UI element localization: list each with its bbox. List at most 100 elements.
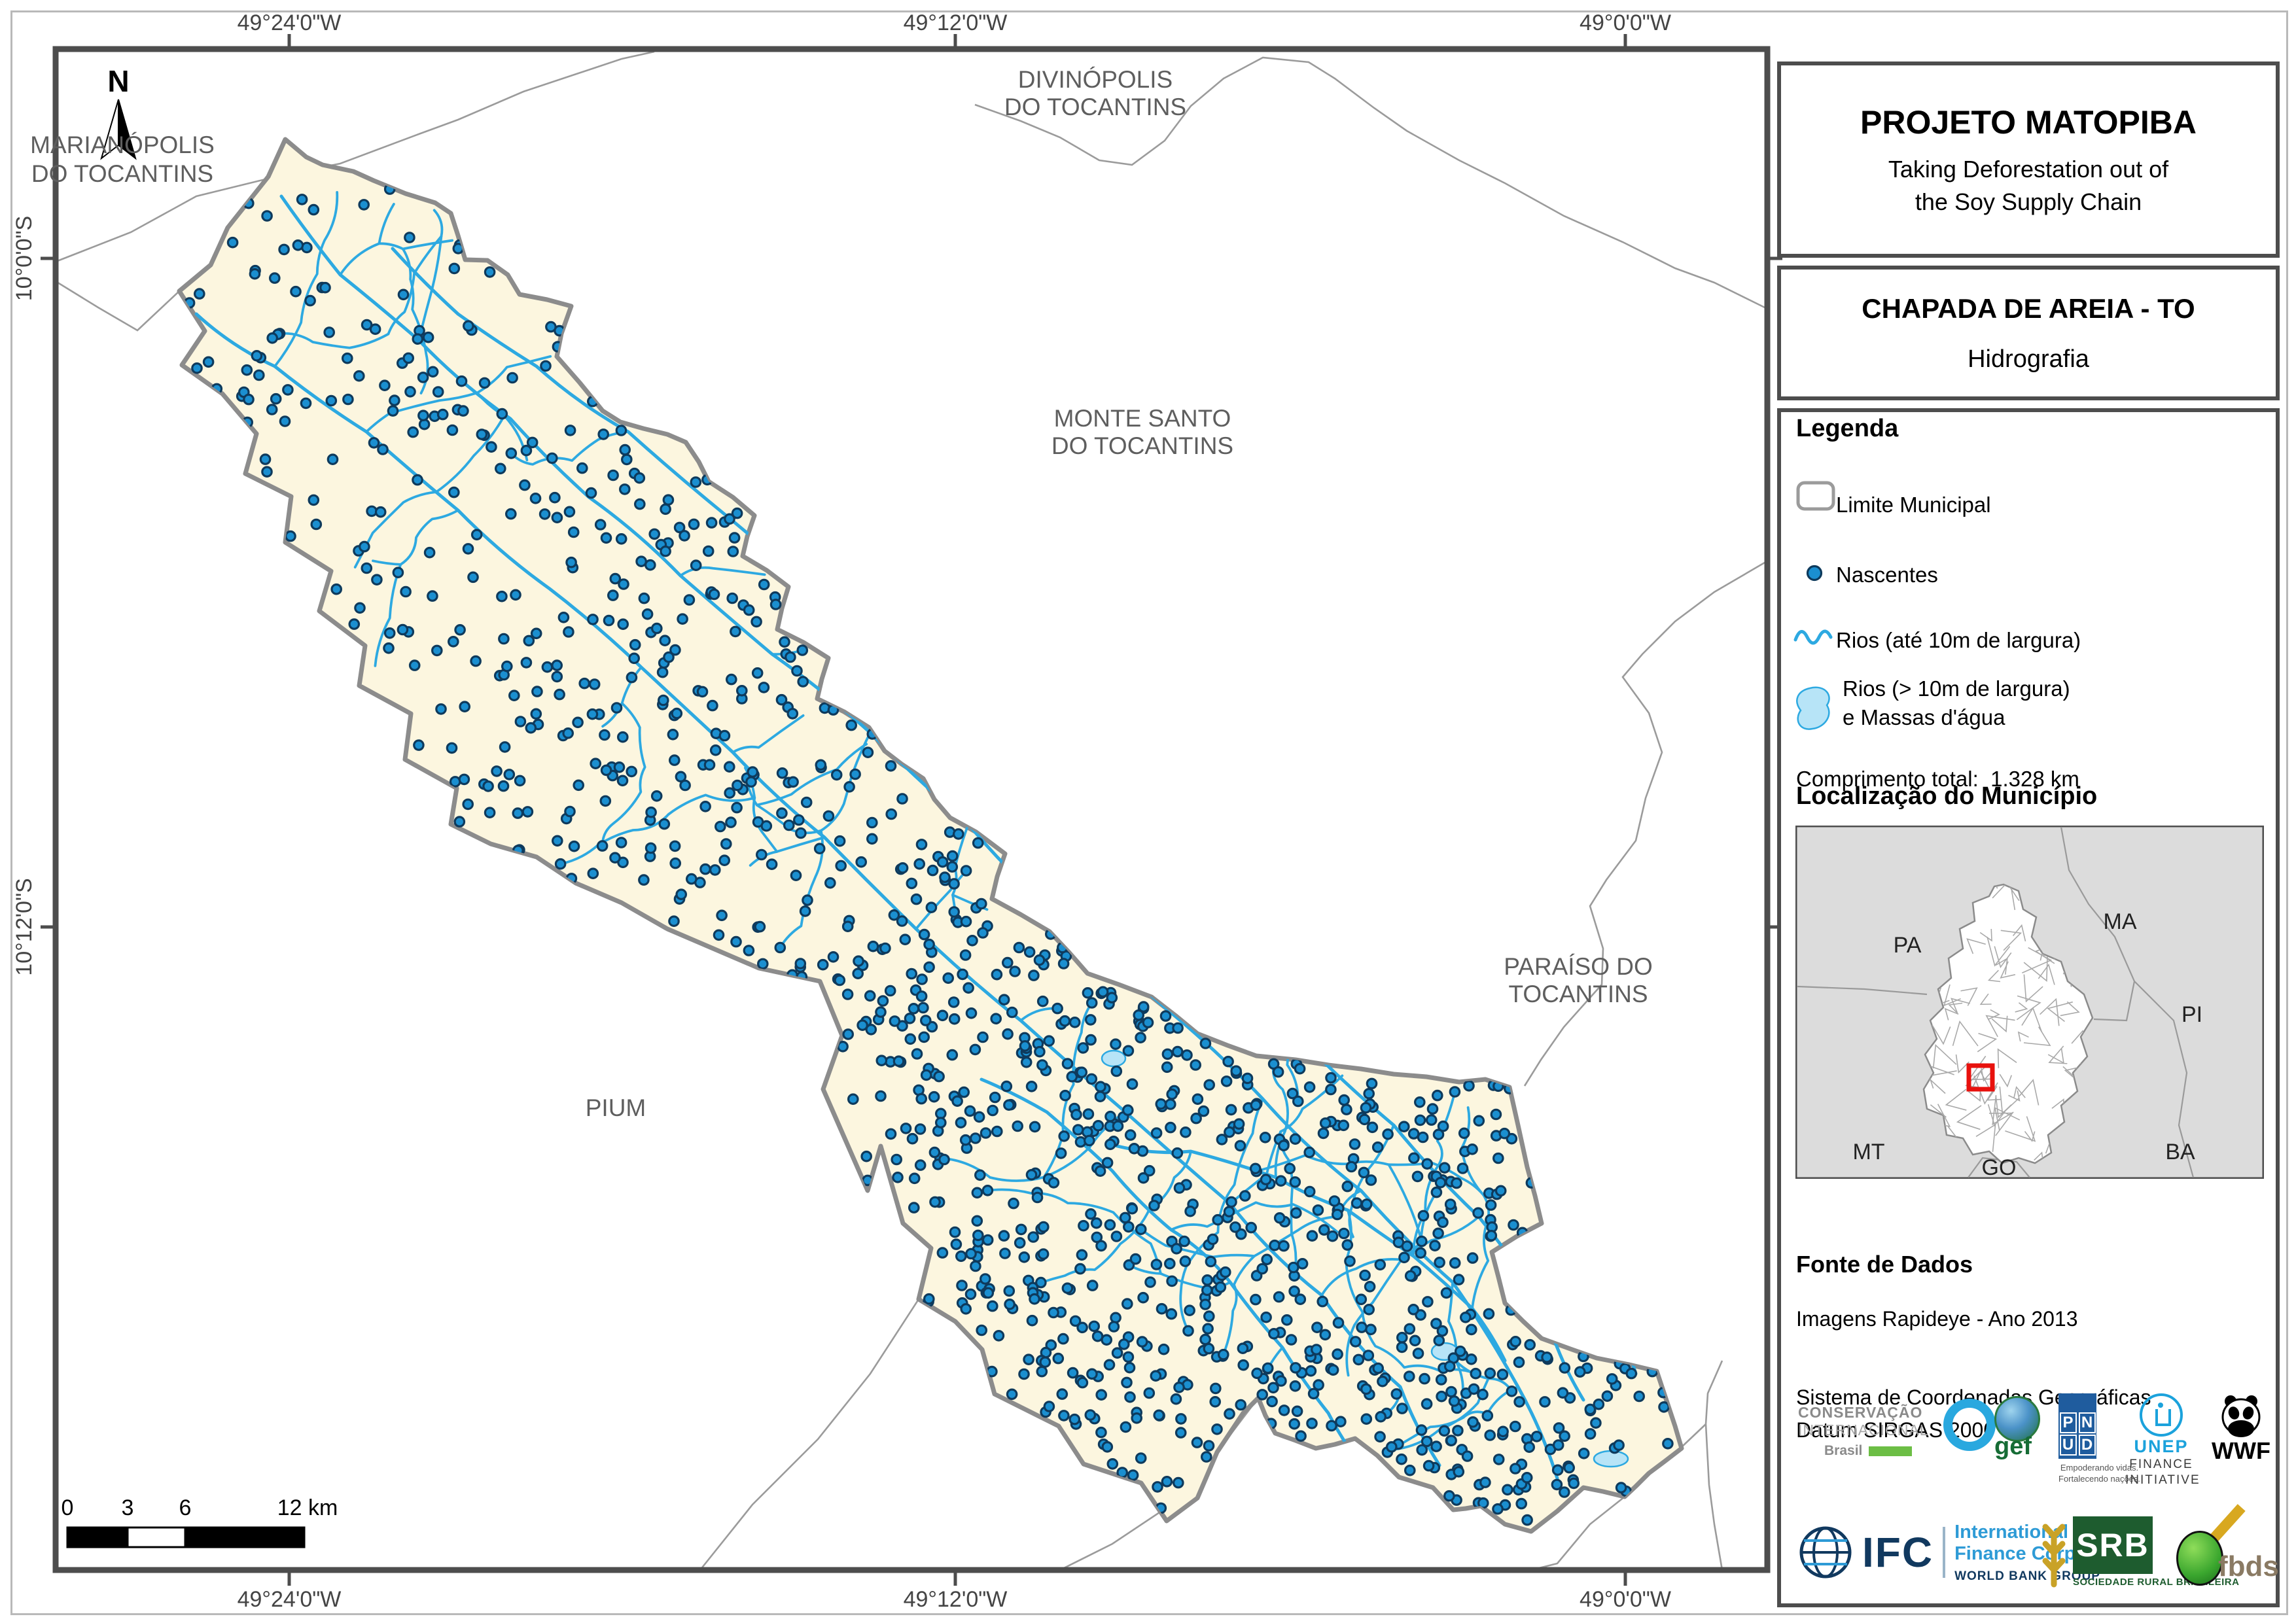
north-arrow-icon: N [100,64,137,160]
ci-text-2: INTERNACIONAL [1798,1422,1929,1439]
pnud-letter-u: U [2059,1435,2077,1456]
graticule-labels: 49°24'0"W 49°12'0"W 49°0'0"W 49°24'0"W 4… [12,10,1671,1612]
source-header: Fonte de Dados [1796,1251,1973,1278]
label-marianopolis-1: MARIANÓPOLIS [30,131,215,158]
wwf-panda-icon [2221,1395,2261,1437]
coord-bottom-1: 49°24'0"W [238,1587,342,1612]
coord-top-3: 49°0'0"W [1580,10,1671,35]
state-pi: PI [2181,1002,2202,1027]
state-ba: BA [2165,1140,2195,1164]
title-box: PROJETO MATOPIBA Taking Deforestation ou… [1777,61,2280,258]
legend-rio-swatch [1793,629,1833,645]
graticule-ticks [41,34,1782,1586]
scale-6: 6 [179,1495,192,1520]
tocantins-shape [1922,883,2094,1164]
state-ma: MA [2104,909,2137,934]
map-frame [52,46,1771,1573]
legend-nascentes-label: Nascentes [1836,563,1938,587]
locator-square [1966,1063,1995,1092]
wwf-label: WWF [2212,1437,2270,1464]
unep-fi-logo: UNEP FINANCE INITIATIVE [2125,1393,2200,1488]
legend-nascente-swatch [1806,565,1823,582]
legend-rios-label: Rios (até 10m de largura) [1836,628,2081,652]
ifc-label: IFC [1862,1529,1934,1577]
locator-header: Localização do Município [1796,782,2098,810]
legend-limite-label: Limite Municipal [1836,493,1991,517]
source-line-1: Imagens Rapideye - Ano 2013 [1796,1307,2078,1331]
unep-label: UNEP [2134,1437,2189,1456]
scale-bar: 0 3 6 12 km [62,1495,338,1548]
coord-bottom-3: 49°0'0"W [1580,1587,1671,1612]
municipality-labels: MARIANÓPOLIS DO TOCANTINS DIVINÓPOLIS DO… [30,66,1653,1121]
pnud-flag-icon: P N U D [2058,1393,2096,1459]
unep-sub-2: INITIATIVE [2125,1473,2200,1487]
ifc-wbg-label: WORLD BANK GROUP [1954,1569,2100,1583]
label-marianopolis-2: DO TOCANTINS [31,160,213,187]
gef-label: gef [1994,1433,2032,1460]
fbds-ball-icon [2176,1531,2223,1586]
north-label: N [107,64,129,98]
pnud-caption-2: Fortalecendo nações. [2058,1473,2141,1484]
municipality-name: CHAPADA DE AREIA - TO [1862,293,2195,324]
sheet-border [10,10,2288,1615]
srb-label: SRB [2073,1516,2153,1574]
coord-bottom-2: 49°12'0"W [904,1587,1008,1612]
scale-12: 12 km [277,1495,338,1520]
wwf-logo: WWF [2212,1395,2270,1465]
scale-0: 0 [62,1495,74,1520]
project-title: PROJETO MATOPIBA [1860,104,2197,141]
ifc-globe-icon [1799,1526,1852,1579]
pnud-letter-p: P [2059,1412,2077,1433]
map-id-box: CHAPADA DE AREIA - TO Hidrografia [1777,266,2280,400]
nascentes-layer [183,183,1674,1526]
legend-limite-swatch [1796,481,1835,511]
legend-rios-largos-label-2: e Massas d'água [1843,705,2005,729]
label-pium: PIUM [586,1094,646,1121]
coord-top-2: 49°12'0"W [904,10,1008,35]
logos-row-1: CONSERVAÇÃO INTERNACIONAL Brasil gef P N… [1798,1392,2270,1487]
label-divinopolis-2: DO TOCANTINS [1004,94,1186,120]
legend-swatches [1793,481,1835,730]
legend-massa-swatch [1796,686,1830,730]
pnud-letter-d: D [2078,1435,2096,1456]
legend-rios-largos-label-1: Rios (> 10m de largura) [1843,676,2070,701]
label-paraiso-2: TOCANTINS [1508,981,1648,1007]
unep-sub-1: FINANCE [2129,1457,2193,1471]
unep-emblem-icon [2140,1393,2183,1437]
srb-wheat-icon [2042,1524,2066,1588]
ci-brasil-label: Brasil [1824,1443,1863,1458]
legend-header: Legenda [1796,415,1899,442]
state-go: GO [1982,1155,2017,1179]
neighbor-boundaries [55,50,1765,1571]
label-paraiso-1: PARAÍSO DO [1504,953,1653,980]
map-theme: Hidrografia [1968,345,2089,373]
pnud-logo: P N U D Empoderando vidas. Fortalecendo … [2058,1393,2140,1485]
legend-total-label: Comprimento total: [1796,767,1979,791]
fbds-label: fbds [2218,1550,2279,1582]
project-subtitle-1: Taking Deforestation out of [1888,156,2169,183]
scale-3: 3 [122,1495,134,1520]
gef-globe-icon [1994,1396,2040,1442]
coord-left-2: 10°12'0"S [12,878,37,975]
state-pa: PA [1894,933,1922,958]
coord-left-1: 10°0'0"S [12,216,37,301]
label-divinopolis-1: DIVINÓPOLIS [1018,66,1173,93]
conservacao-internacional-logo: CONSERVAÇÃO INTERNACIONAL Brasil [1798,1404,1939,1459]
legend-total-value: 1.328 km [1990,767,2079,791]
logos-row-2: IFC International Finance Corporation WO… [1798,1504,2279,1595]
municipality-polygon [177,137,1684,1534]
gef-logo: gef [1994,1396,2040,1461]
pnud-caption-1: Empoderando vidas. [2060,1463,2139,1473]
ci-text-1: CONSERVAÇÃO [1798,1404,1923,1421]
state-labels: PA MA PI MT BA GO [1852,909,2202,1179]
locator-inset-map: PA MA PI MT BA GO [1795,826,2264,1179]
ifc-logo: IFC International Finance Corporation WO… [1798,1522,2140,1584]
pnud-letter-n: N [2078,1412,2096,1433]
state-mt: MT [1852,1140,1884,1164]
ci-green-bar [1869,1446,1913,1456]
project-subtitle-2: the Soy Supply Chain [1915,188,2142,216]
ci-ring-icon [1943,1399,1996,1451]
label-montesanto-1: MONTE SANTO [1054,405,1231,432]
